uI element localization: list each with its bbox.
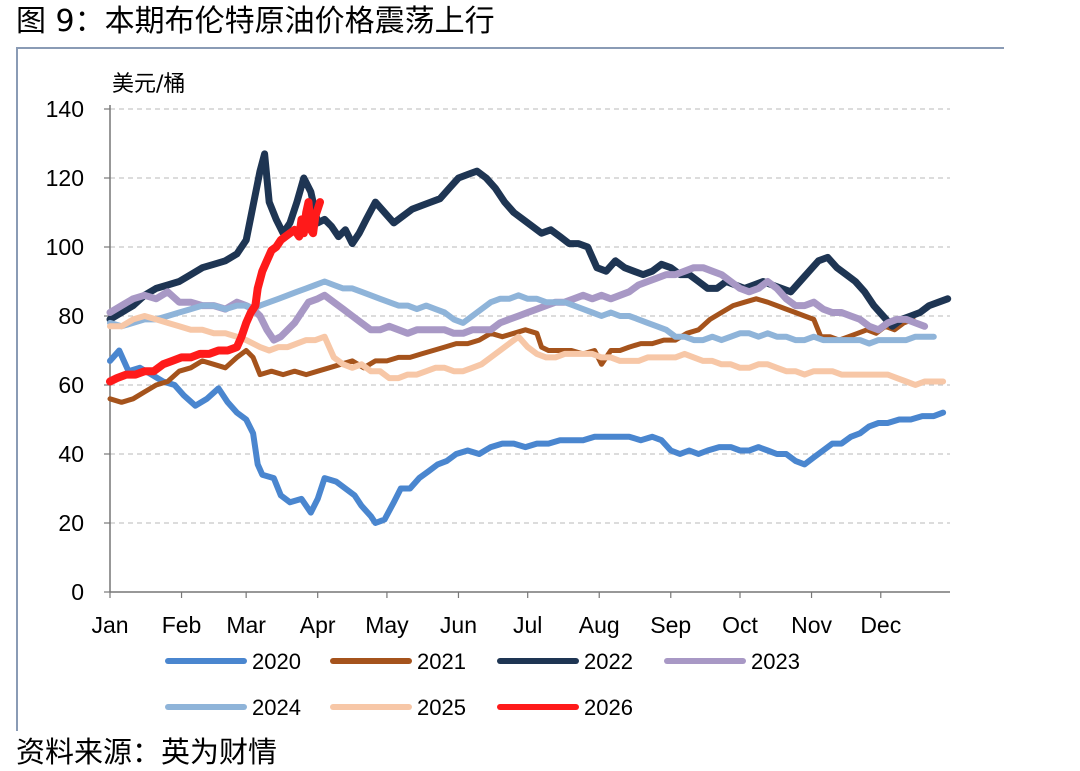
x-tick-label-nov: Nov — [791, 612, 832, 638]
x-tick-label-mar: Mar — [226, 612, 266, 638]
series-line-2026 — [106, 198, 324, 386]
series-line-2022 — [106, 150, 952, 330]
x-tick-label-jul: Jul — [513, 612, 542, 638]
x-tick-label-jun: Jun — [440, 612, 477, 638]
y-tick-label-0: 0 — [71, 579, 84, 605]
x-tick-label-apr: Apr — [300, 612, 336, 638]
series-line-2021 — [107, 296, 916, 405]
y-tick-label-20: 20 — [58, 510, 84, 536]
x-tick-label-feb: Feb — [162, 612, 202, 638]
legend-label-2025: 2025 — [417, 695, 466, 720]
y-tick-label-60: 60 — [58, 372, 84, 398]
series-lines — [106, 150, 952, 526]
gridlines — [110, 108, 950, 524]
legend-label-2020: 2020 — [252, 649, 301, 674]
x-tick-label-sep: Sep — [650, 612, 691, 638]
y-tick-label-80: 80 — [58, 303, 84, 329]
series-line-2020 — [107, 347, 947, 526]
legend: 2020 2021 2022 2023 2024 2025 2026 — [165, 649, 800, 720]
y-tick-label-120: 120 — [46, 165, 84, 191]
y-tick-label-100: 100 — [46, 234, 84, 260]
y-axis-unit-label: 美元/桶 — [112, 72, 185, 97]
x-tick-label-may: May — [365, 612, 409, 638]
x-tick-label-jan: Jan — [91, 612, 128, 638]
legend-label-2022: 2022 — [584, 649, 633, 674]
frame-top-rule — [16, 47, 1004, 49]
y-tick-label-40: 40 — [58, 441, 84, 467]
x-tick-label-oct: Oct — [722, 612, 758, 638]
legend-label-2024: 2024 — [252, 695, 301, 720]
legend-label-2026: 2026 — [584, 695, 633, 720]
frame-left-rule — [16, 47, 18, 731]
series-line-2025 — [107, 313, 947, 388]
x-tick-label-aug: Aug — [579, 612, 620, 638]
legend-label-2021: 2021 — [417, 649, 466, 674]
source-note: 资料来源：英为财情 — [16, 735, 278, 769]
series-line-2023 — [106, 264, 929, 344]
y-tick-label-140: 140 — [46, 96, 84, 122]
figure-title: 图 9：本期布伦特原油价格震荡上行 — [16, 4, 495, 39]
legend-label-2023: 2023 — [751, 649, 800, 674]
axes: 0 20 40 60 80 100 120 140 Jan Feb Mar Apr May Jun Jul A… — [46, 96, 950, 638]
series-line-2024 — [107, 278, 937, 347]
x-tick-label-dec: Dec — [860, 612, 901, 638]
